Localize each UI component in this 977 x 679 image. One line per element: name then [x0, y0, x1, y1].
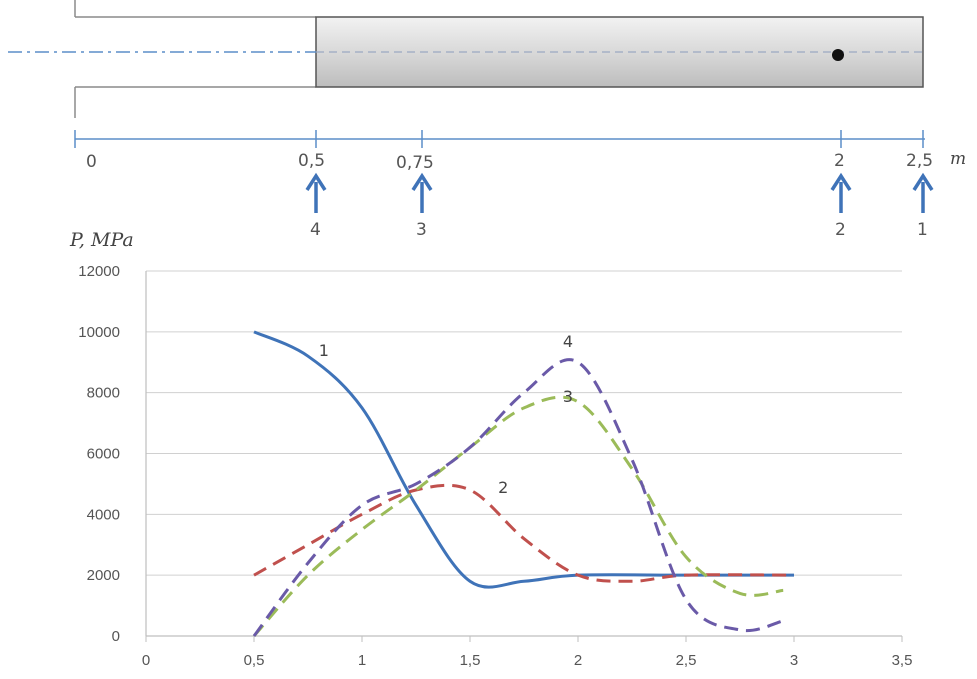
- series-line-4: [252, 358, 784, 637]
- point-number-label: 3: [416, 220, 427, 240]
- chart: P, MPa 0 2000 4000 6000 8000 10000 12000 0 0,5 1…: [69, 229, 912, 669]
- x-tick-label: 2,5: [676, 652, 697, 669]
- y-tick-label: 12000: [78, 263, 120, 280]
- series-label-1: 1: [319, 341, 329, 360]
- arrow-head-icon: [305, 172, 327, 191]
- scale-label-0-75: 0,75: [396, 153, 434, 173]
- arrow-point-3: 3: [411, 172, 433, 240]
- arrow-head-icon: [830, 172, 852, 191]
- x-tick-label: 3: [790, 652, 798, 669]
- series-label-3: 3: [563, 387, 573, 406]
- series-label-4: 4: [563, 332, 573, 351]
- point-number-label: 4: [310, 220, 321, 240]
- series-label-2: 2: [498, 478, 508, 497]
- y-axis-title: P, MPa: [69, 229, 134, 251]
- scale-label-0: 0: [86, 152, 97, 172]
- arrow-point-2: 2: [830, 172, 852, 240]
- y-tick-label: 2000: [87, 567, 120, 584]
- arrow-point-1: 1: [912, 172, 934, 240]
- arrow-head-icon: [912, 172, 934, 191]
- detonator-point: [832, 49, 844, 61]
- series-line-1: [253, 330, 794, 589]
- series-line-3: [252, 395, 784, 637]
- series-line-2: [253, 483, 795, 583]
- scale-label-0-5: 0,5: [298, 151, 325, 171]
- point-number-label: 2: [835, 220, 846, 240]
- x-tick-label: 1: [358, 652, 366, 669]
- arrow-head-icon: [411, 172, 433, 191]
- x-tick-label: 0: [142, 652, 150, 669]
- y-tick-label: 6000: [87, 446, 120, 463]
- y-tick-label: 10000: [78, 324, 120, 341]
- x-tick-label: 2: [574, 652, 582, 669]
- x-tick-label: 1,5: [460, 652, 481, 669]
- scale-label-2: 2: [834, 151, 845, 171]
- point-number-label: 1: [917, 220, 928, 240]
- schematic: 0 0,5 0,75 2 2,5 m 4 3 2 1: [8, 0, 966, 240]
- scale-unit-label: m: [950, 149, 966, 169]
- scale-label-2-5: 2,5: [906, 151, 933, 171]
- arrow-point-4: 4: [305, 172, 327, 240]
- x-tick-label: 3,5: [892, 652, 913, 669]
- y-tick-label: 0: [112, 628, 120, 645]
- x-tick-label: 0,5: [244, 652, 265, 669]
- y-tick-label: 4000: [87, 506, 120, 523]
- y-tick-label: 8000: [87, 385, 120, 402]
